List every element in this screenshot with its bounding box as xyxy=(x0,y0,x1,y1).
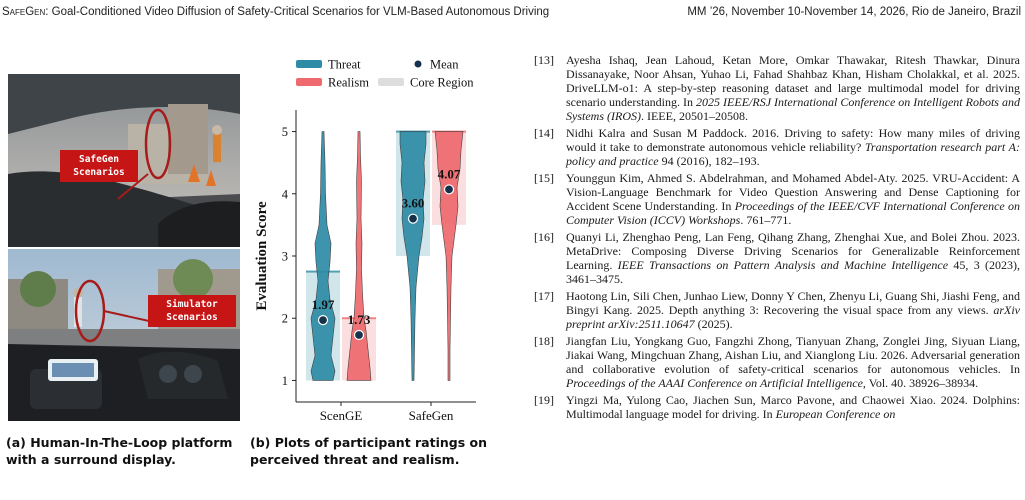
y-tick-label: 1 xyxy=(282,374,288,388)
legend-swatch xyxy=(296,60,322,68)
x-tick-label: ScenGE xyxy=(320,408,363,422)
reference-tail: 45, 3 (2023), 3461–3475. xyxy=(566,258,1021,286)
paper-title: SafeGen: Goal-Conditioned Video Diffusio… xyxy=(2,6,550,18)
reference-number: [18] xyxy=(534,334,554,348)
y-tick-label: 2 xyxy=(282,312,288,326)
legend-label: Threat xyxy=(328,58,361,72)
reference-venue: 2025 IEEE/RSJ International Conference o… xyxy=(566,95,1020,123)
reference-body: Yingzi Ma, Yulong Cao, Jiachen Sun, Marc… xyxy=(566,393,1020,421)
conference-venue: MM ’26, November 10-November 14, 2026, R… xyxy=(687,6,1021,18)
simulator-scenario-photo: Simulator Scenarios xyxy=(8,249,240,421)
reference-text: Jiangfan Liu, Yongkang Guo, Fangzhi Zhon… xyxy=(566,334,1020,376)
reference-tail: (2025). xyxy=(694,317,733,331)
legend-label: Core Region xyxy=(410,76,474,90)
reference-item: [17] Haotong Lin, Sili Chen, Junhao Liew,… xyxy=(530,289,1020,331)
reference-text: Ayesha Ishaq, Jean Lahoud, Ketan More, O… xyxy=(566,53,1020,109)
reference-body: Quanyi Li, Zhenghao Peng, Lan Feng, Qiha… xyxy=(566,230,1020,286)
reference-number: [16] xyxy=(534,230,554,244)
reference-number: [19] xyxy=(534,393,554,407)
mean-point xyxy=(407,213,419,224)
reference-text: Nidhi Kalra and Susan M Paddock. 2016. D… xyxy=(566,126,1020,154)
violin-chart: Threat Mean Realism Core Region 1 2 3 4 5 Evaluat… xyxy=(248,56,486,423)
reference-body: Jiangfan Liu, Yongkang Guo, Fangzhi Zhon… xyxy=(566,334,1020,390)
reference-tail: . 761–771. xyxy=(740,213,792,227)
reference-item: [14] Nidhi Kalra and Susan M Paddock. 201… xyxy=(530,126,1020,168)
chart-svg: Threat Mean Realism Core Region 1 2 3 4 5 Evaluat… xyxy=(254,58,476,423)
reference-tail: . IEEE, 20501–20508. xyxy=(640,109,748,123)
reference-venue: IEEE Transactions on Pattern Analysis an… xyxy=(617,258,949,272)
reference-venue: arXiv preprint arXiv:2511.10647 xyxy=(566,303,1020,331)
y-tick-label: 5 xyxy=(282,125,288,139)
violin-threat xyxy=(310,131,336,381)
safegen-scenario-photo: SafeGen Scenarios xyxy=(8,74,240,247)
mean-label: 1.73 xyxy=(348,312,371,327)
mean-point xyxy=(317,314,329,326)
reference-tail: , Vol. 40. 38926–38934. xyxy=(862,376,979,390)
figure-a-caption: (a) Human-In-The-Loop platform with a su… xyxy=(6,435,233,467)
reference-number: [15] xyxy=(534,171,554,185)
mean-point xyxy=(353,329,365,341)
reference-body: Younggun Kim, Ahmed S. Abdelrahman, and … xyxy=(566,171,1020,227)
reference-text: Quanyi Li, Zhenghao Peng, Lan Feng, Qiha… xyxy=(566,230,1020,272)
x-tick-label: SafeGen xyxy=(409,408,454,422)
reference-venue: Transportation research part A: policy a… xyxy=(566,140,1020,168)
reference-body: Ayesha Ishaq, Jean Lahoud, Ketan More, O… xyxy=(566,53,1020,123)
y-axis-label: Evaluation Score xyxy=(254,201,270,311)
legend-label: Realism xyxy=(328,76,369,90)
violin-realism xyxy=(346,131,372,381)
reference-item: [15] Younggun Kim, Ahmed S. Abdelrahman, … xyxy=(530,171,1020,227)
reference-text: Yingzi Ma, Yulong Cao, Jiachen Sun, Marc… xyxy=(566,393,1020,421)
reference-venue: Proceedings of the AAAI Conference on Ar… xyxy=(566,376,863,390)
y-tick-label: 4 xyxy=(282,187,289,201)
simulator-scenarios-tag: Simulator Scenarios xyxy=(148,295,236,327)
reference-number: [14] xyxy=(534,126,554,140)
figure-b-caption: (b) Plots of participant ratings on perc… xyxy=(250,435,487,467)
mean-label: 3.60 xyxy=(402,196,425,211)
reference-number: [17] xyxy=(534,289,554,303)
legend-swatch xyxy=(414,60,422,68)
mean-point xyxy=(443,184,455,195)
reference-number: [13] xyxy=(534,53,554,67)
reference-venue: Proceedings of the IEEE/CVF Internationa… xyxy=(566,199,1020,227)
y-tick-label: 3 xyxy=(282,250,288,264)
safegen-scenarios-tag: SafeGen Scenarios xyxy=(60,150,138,182)
reference-item: [13] Ayesha Ishaq, Jean Lahoud, Ketan Mor… xyxy=(530,53,1020,123)
mean-label: 4.07 xyxy=(438,166,461,181)
reference-item: [16] Quanyi Li, Zhenghao Peng, Lan Feng, … xyxy=(530,230,1020,286)
violin-threat xyxy=(399,131,427,381)
reference-text: Haotong Lin, Sili Chen, Junhao Liew, Don… xyxy=(566,289,1020,317)
reference-venue: European Conference on xyxy=(775,407,896,421)
reference-item: [18] Jiangfan Liu, Yongkang Guo, Fangzhi … xyxy=(530,334,1020,390)
reference-body: Nidhi Kalra and Susan M Paddock. 2016. D… xyxy=(566,126,1020,168)
reference-item: [19] Yingzi Ma, Yulong Cao, Jiachen Sun, … xyxy=(530,393,1020,421)
running-header: SafeGen: Goal-Conditioned Video Diffusio… xyxy=(0,0,1025,24)
legend-swatch xyxy=(378,78,404,86)
legend-label: Mean xyxy=(430,58,459,72)
reference-tail: 94 (2016), 182–193. xyxy=(658,154,760,168)
reference-text: Younggun Kim, Ahmed S. Abdelrahman, and … xyxy=(566,171,1020,213)
legend-swatch xyxy=(296,78,322,86)
reference-body: Haotong Lin, Sili Chen, Junhao Liew, Don… xyxy=(566,289,1020,331)
mean-label: 1.97 xyxy=(312,297,335,312)
violin-realism xyxy=(434,131,464,381)
references-list: [13] Ayesha Ishaq, Jean Lahoud, Ketan Mor… xyxy=(530,53,1020,424)
